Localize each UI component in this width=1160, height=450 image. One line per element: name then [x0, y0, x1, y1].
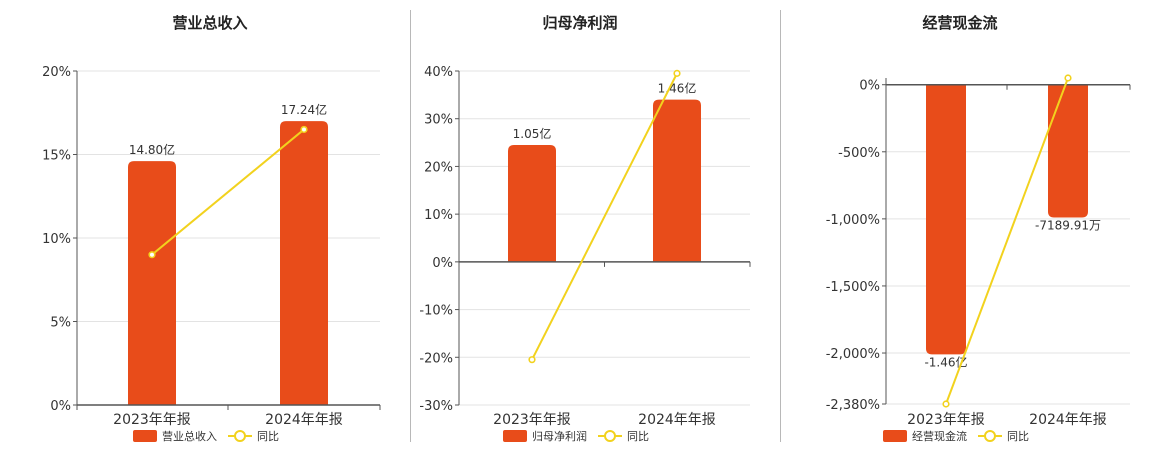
y-tick-label: 0% — [859, 79, 880, 94]
y-tick-label: 5% — [50, 316, 71, 331]
legend-label-bar: 归母净利润 — [532, 429, 587, 443]
series-line — [531, 72, 678, 361]
series-point — [148, 251, 156, 259]
series-point — [300, 125, 308, 134]
y-tick-label: 20% — [42, 65, 71, 80]
data-label: 1.46亿 — [658, 81, 697, 96]
y-tick-label: -500% — [838, 146, 880, 161]
x-tick-label: 2024年年报 — [1029, 412, 1107, 428]
chart-title: 归母净利润 — [542, 14, 617, 32]
series-point — [1064, 74, 1072, 82]
legend-swatch-bar — [883, 430, 907, 442]
y-tick-label: 15% — [42, 149, 71, 164]
series-line — [151, 128, 305, 256]
y-tick-label: -2,380% — [826, 398, 880, 413]
y-tick-label: 0% — [432, 256, 453, 271]
x-tick-label: 2023年年报 — [907, 412, 985, 428]
series-point — [942, 400, 950, 408]
y-tick-label: -10% — [419, 304, 453, 319]
bar — [926, 84, 966, 355]
legend-swatch-bar — [133, 430, 157, 442]
y-tick-label: -20% — [419, 351, 453, 366]
legend-swatch-marker — [234, 430, 246, 442]
y-tick-label: -2,000% — [826, 347, 880, 362]
x-tick-label: 2024年年报 — [265, 412, 343, 428]
bar — [280, 121, 328, 405]
series-point — [528, 356, 536, 364]
y-tick-label: 30% — [424, 113, 453, 128]
bar — [508, 144, 556, 262]
y-tick-label: 10% — [42, 232, 71, 247]
y-tick-label: 10% — [424, 208, 453, 223]
legend-label-line: 同比 — [627, 430, 649, 443]
data-label: -7189.91万 — [1035, 219, 1101, 233]
legend-swatch-bar — [503, 430, 527, 442]
bar — [653, 99, 701, 262]
y-tick-label: 0% — [50, 399, 71, 414]
x-tick-label: 2023年年报 — [113, 412, 191, 428]
bar — [128, 161, 176, 405]
chart-title: 营业总收入 — [172, 14, 247, 32]
legend-label-bar: 经营现金流 — [912, 429, 967, 443]
panel-divider-2 — [780, 10, 781, 442]
panel-divider-1 — [410, 10, 411, 442]
data-label: 1.05亿 — [513, 126, 552, 141]
x-tick-label: 2023年年报 — [493, 412, 571, 428]
series-line — [945, 77, 1069, 405]
data-label: 17.24亿 — [281, 102, 327, 117]
data-label: -1.46亿 — [924, 354, 967, 369]
y-tick-label: 40% — [424, 65, 453, 80]
y-tick-label: -1,500% — [826, 280, 880, 295]
legend-label-line: 同比 — [1007, 430, 1029, 443]
bar — [1048, 84, 1088, 218]
legend-swatch-marker — [604, 430, 616, 442]
chart-title: 经营现金流 — [922, 14, 997, 32]
legend-label-line: 同比 — [257, 430, 279, 443]
legend-label-bar: 营业总收入 — [162, 429, 217, 443]
x-tick-label: 2024年年报 — [638, 412, 716, 428]
y-tick-label: -30% — [419, 399, 453, 414]
y-tick-label: -1,000% — [826, 213, 880, 228]
data-label: 14.80亿 — [129, 142, 175, 157]
legend-swatch-marker — [984, 430, 996, 442]
series-point — [673, 69, 681, 77]
y-tick-label: 20% — [424, 160, 453, 175]
